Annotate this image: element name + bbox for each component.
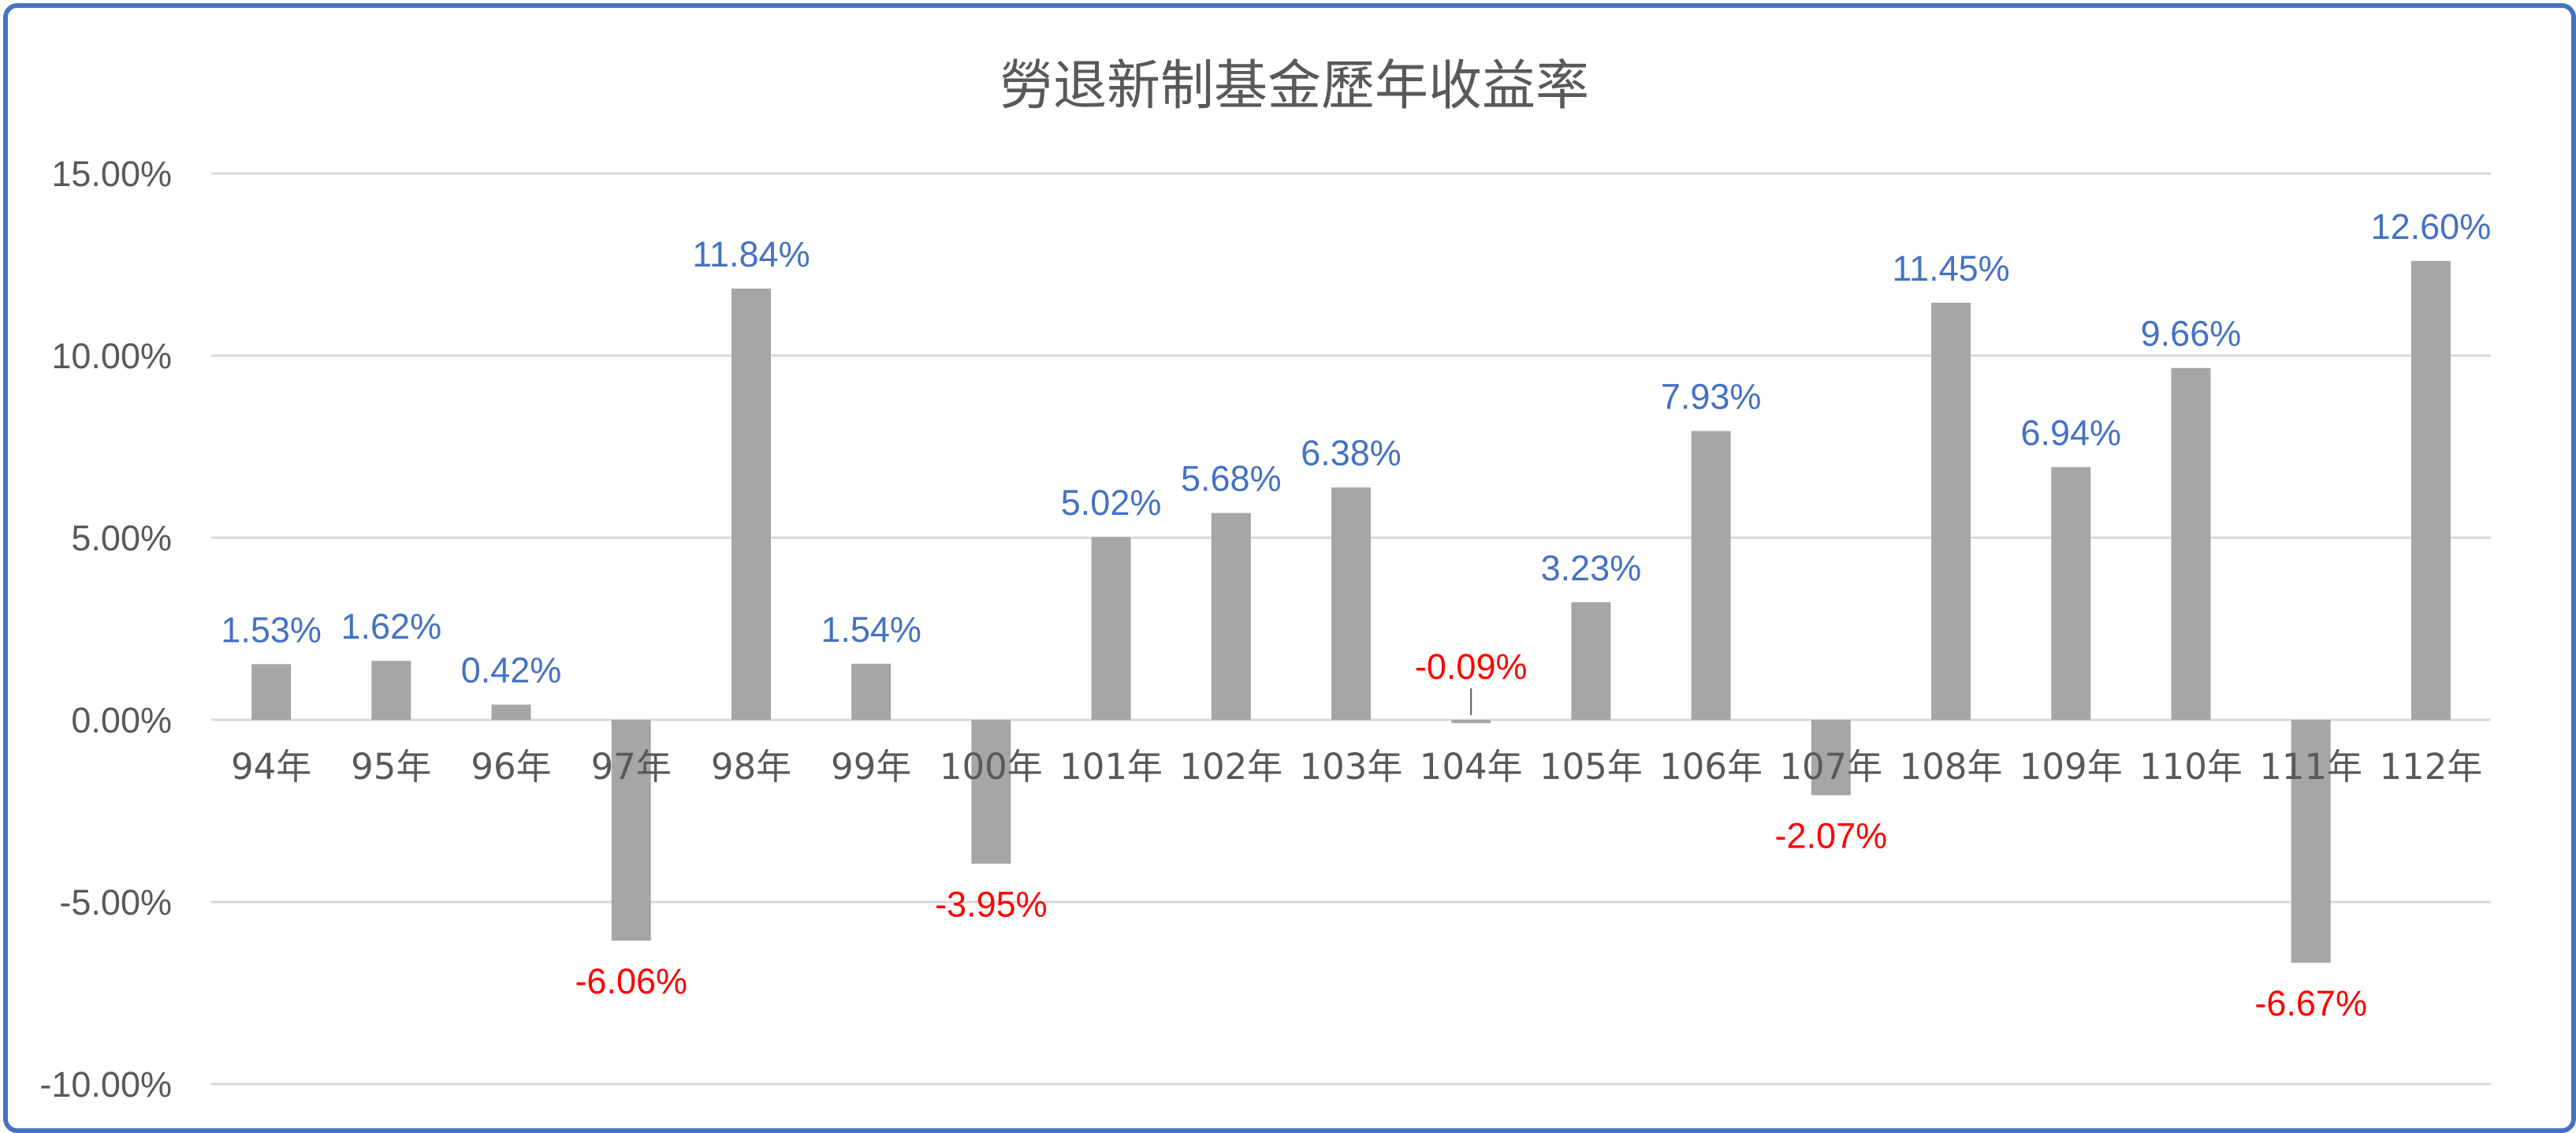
bar xyxy=(1451,720,1491,724)
bar-chart: 勞退新制基金歷年收益率 15.00% 10.00% 5.00% 0.00% -5.00%… xyxy=(39,55,2491,1105)
bar xyxy=(371,661,411,720)
x-axis-category-labels: 94年 95年 96年 97年 98年 99年 100年 101年 102年 103年 104年 10… xyxy=(231,746,2482,788)
bar xyxy=(851,663,892,720)
y-tick-label: 5.00% xyxy=(71,518,172,558)
data-label: -0.09% xyxy=(1415,647,1528,687)
category-label: 99年 xyxy=(831,746,911,788)
data-label: -6.67% xyxy=(2254,983,2367,1023)
category-label: 103年 xyxy=(1300,746,1403,788)
category-label: 104年 xyxy=(1420,746,1523,788)
data-label: 6.94% xyxy=(2020,412,2121,453)
data-label: 0.42% xyxy=(461,650,562,691)
bar xyxy=(971,720,1011,864)
category-label: 101年 xyxy=(1059,746,1163,788)
data-label: 9.66% xyxy=(2141,314,2242,354)
category-label: 100年 xyxy=(940,746,1043,788)
category-label: 110年 xyxy=(2139,746,2243,788)
data-label: 7.93% xyxy=(1661,377,1762,417)
data-label: 1.54% xyxy=(821,609,921,650)
data-label: 11.84% xyxy=(692,234,810,274)
chart-title: 勞退新制基金歷年收益率 xyxy=(1000,55,1589,117)
bar xyxy=(251,664,292,720)
bar xyxy=(1331,487,1371,720)
bar xyxy=(1211,512,1251,720)
data-label: -3.95% xyxy=(935,884,1048,924)
category-label: 94年 xyxy=(231,746,311,788)
category-label: 107年 xyxy=(1779,746,1882,788)
data-label: -6.06% xyxy=(575,961,687,1001)
category-label: 96年 xyxy=(471,746,551,788)
data-label: 5.68% xyxy=(1181,459,1282,499)
data-label: 5.02% xyxy=(1061,483,1162,523)
bar xyxy=(1091,537,1131,720)
y-tick-label: -5.00% xyxy=(59,882,172,922)
bar xyxy=(1571,602,1611,720)
y-tick-label: 0.00% xyxy=(71,700,172,740)
data-label: 1.62% xyxy=(341,606,442,647)
category-label: 97年 xyxy=(591,746,672,788)
data-label: 6.38% xyxy=(1301,433,1402,473)
y-axis-tick-labels: 15.00% 10.00% 5.00% 0.00% -5.00% -10.00% xyxy=(39,154,172,1105)
y-tick-label: -10.00% xyxy=(39,1064,172,1105)
bar xyxy=(2291,720,2331,963)
category-label: 95年 xyxy=(351,746,431,788)
y-tick-label: 15.00% xyxy=(51,154,172,194)
bar xyxy=(1811,720,1851,796)
bar xyxy=(611,720,651,941)
bar xyxy=(2410,260,2451,720)
data-label: 1.53% xyxy=(221,609,322,650)
bar xyxy=(1931,303,1971,720)
y-tick-label: 10.00% xyxy=(51,336,172,376)
category-label: 108年 xyxy=(1900,746,2003,788)
data-label: 3.23% xyxy=(1541,548,1642,588)
bar xyxy=(2051,467,2091,720)
category-label: 109年 xyxy=(2019,746,2123,788)
bar xyxy=(731,288,771,720)
category-label: 98年 xyxy=(711,746,791,788)
data-labels: 1.53% 1.62% 0.42% -6.06% 11.84% 1.54% -3.95% 5.… xyxy=(221,207,2491,1023)
bar xyxy=(1691,430,1731,720)
bars xyxy=(251,260,2451,963)
category-label: 102年 xyxy=(1179,746,1282,788)
category-label: 105年 xyxy=(1539,746,1643,788)
data-label: 11.45% xyxy=(1892,248,2009,289)
data-label: -2.07% xyxy=(1775,816,1888,856)
category-label: 106年 xyxy=(1659,746,1763,788)
category-label: 112年 xyxy=(2379,746,2482,788)
category-label: 111年 xyxy=(2259,746,2362,788)
data-label: 12.60% xyxy=(2371,207,2492,247)
bar xyxy=(2171,367,2211,720)
bar xyxy=(491,704,531,720)
chart-container: 勞退新制基金歷年收益率 15.00% 10.00% 5.00% 0.00% -5.00%… xyxy=(3,3,2576,1133)
